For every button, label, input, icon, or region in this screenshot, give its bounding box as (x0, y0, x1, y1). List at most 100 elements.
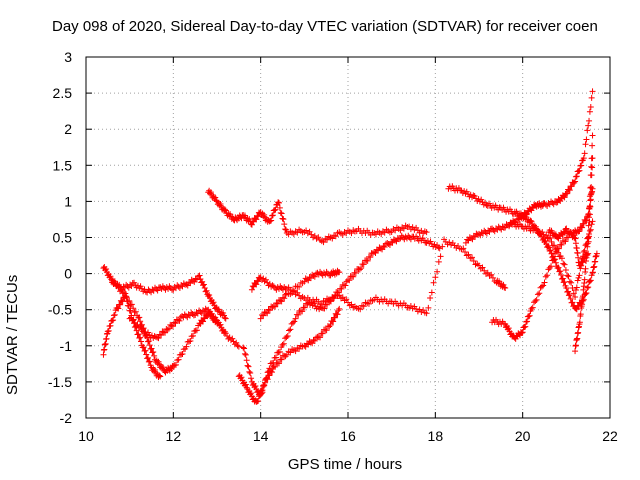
data-point (224, 333, 231, 340)
data-point (212, 194, 219, 201)
data-point (272, 206, 279, 213)
data-point (585, 222, 592, 229)
data-point (130, 305, 137, 312)
data-point (259, 389, 266, 396)
data-point (484, 269, 491, 276)
data-point (242, 381, 249, 388)
data-point (311, 337, 318, 344)
data-point (574, 335, 581, 342)
data-point (320, 239, 327, 246)
data-point (502, 285, 509, 292)
data-point (336, 269, 343, 276)
data-point (576, 167, 583, 174)
data-point (585, 235, 592, 242)
data-point (290, 287, 297, 294)
x-tick-label: 16 (340, 428, 356, 444)
data-point (221, 328, 228, 335)
data-point (115, 305, 122, 312)
data-point (541, 279, 548, 286)
data-point (573, 284, 580, 291)
data-point (551, 242, 558, 249)
data-point (579, 259, 586, 266)
series-track-8 (240, 232, 443, 398)
data-point (276, 360, 283, 367)
data-point (110, 317, 117, 324)
data-point (176, 284, 183, 291)
data-point (346, 277, 353, 284)
data-point (581, 247, 588, 254)
data-point (319, 272, 326, 279)
data-point (137, 318, 144, 325)
data-point (577, 311, 584, 318)
data-point (152, 333, 159, 340)
data-point (130, 317, 137, 324)
data-point (154, 287, 161, 294)
data-point (336, 305, 343, 312)
data-point (168, 322, 175, 329)
data-point (552, 259, 559, 266)
data-point (202, 305, 209, 312)
data-point (568, 183, 575, 190)
data-point (111, 311, 118, 318)
data-point (548, 263, 555, 270)
x-tick-label: 20 (515, 428, 531, 444)
data-point (222, 315, 229, 322)
data-point (151, 333, 158, 340)
data-point (470, 192, 477, 199)
data-point (278, 356, 285, 363)
data-point (279, 286, 286, 293)
data-point (193, 276, 200, 283)
data-point (546, 264, 553, 271)
data-point (289, 319, 296, 326)
data-point (117, 301, 124, 308)
data-point (146, 358, 153, 365)
data-point (432, 274, 439, 281)
data-point (169, 323, 176, 330)
data-point (558, 272, 565, 279)
data-point (317, 304, 324, 311)
data-point (234, 342, 241, 349)
data-point (582, 265, 589, 272)
data-point (282, 353, 289, 360)
data-point (258, 311, 265, 318)
x-tick-label: 18 (428, 428, 444, 444)
data-point (566, 278, 573, 285)
data-point (557, 268, 564, 275)
series-track-1 (100, 263, 242, 376)
data-point (474, 231, 481, 238)
data-point (572, 287, 579, 294)
data-point (577, 262, 584, 269)
data-point (588, 155, 595, 162)
data-point (330, 318, 337, 325)
data-point (136, 314, 143, 321)
data-point (501, 284, 508, 291)
data-point (252, 382, 259, 389)
data-point (580, 220, 587, 227)
data-point (534, 291, 541, 298)
data-point (159, 364, 166, 371)
data-point (587, 103, 594, 110)
data-point (555, 264, 562, 271)
data-point (242, 351, 249, 358)
data-point (172, 320, 179, 327)
data-point (526, 312, 533, 319)
data-point (585, 250, 592, 257)
data-point (532, 298, 539, 305)
data-point (428, 289, 435, 296)
data-point (159, 328, 166, 335)
data-point (586, 117, 593, 124)
data-point (321, 305, 328, 312)
data-point (550, 255, 557, 262)
data-point (593, 250, 600, 257)
data-point (276, 285, 283, 292)
data-point (553, 245, 560, 252)
data-point (260, 383, 267, 390)
data-point (210, 299, 217, 306)
data-point (107, 273, 114, 280)
data-point (327, 322, 334, 329)
data-point (248, 375, 255, 382)
data-point (527, 217, 534, 224)
data-point (125, 284, 132, 291)
data-point (540, 282, 547, 289)
data-points (100, 88, 600, 405)
